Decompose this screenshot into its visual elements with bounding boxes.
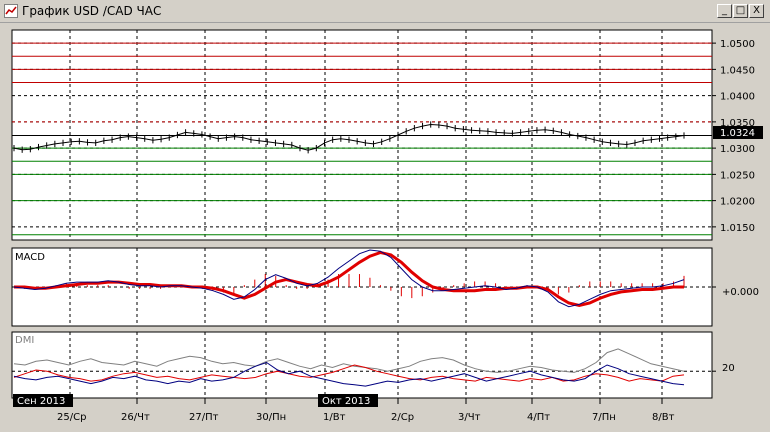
x-tick-label: 27/Пт bbox=[189, 412, 219, 423]
dmi-label: DMI bbox=[15, 335, 34, 346]
adx-line bbox=[13, 348, 685, 373]
x-tick-label: 3/Чт bbox=[458, 412, 481, 423]
x-axis: 25/Ср 26/Чт 27/Пт 30/Пн 1/Вт 2/Ср 3/Чт 4/Пт 7/Пн… bbox=[57, 398, 675, 423]
x-tick-label: 30/Пн bbox=[256, 412, 286, 423]
price-tick-label: 1.0250 bbox=[720, 170, 755, 181]
macd-signal-line bbox=[14, 250, 684, 308]
chart-area: 1.0500 1.0450 1.0400 1.0350 1.0300 1.0250 1.02… bbox=[11, 29, 763, 423]
dmi-panel: DMI 20 bbox=[11, 331, 735, 399]
x-tick-label: 2/Ср bbox=[391, 412, 414, 423]
di-minus-line bbox=[13, 361, 685, 387]
month-marker-oct: Окт 2013 bbox=[318, 394, 378, 407]
month-label-oct: Окт 2013 bbox=[322, 396, 370, 407]
price-panel-frame bbox=[11, 29, 713, 241]
price-tick-label: 1.0150 bbox=[720, 223, 755, 234]
di-plus-line bbox=[13, 364, 685, 382]
price-tick-label: 1.0350 bbox=[720, 118, 755, 129]
x-tick-label: 4/Пт bbox=[527, 412, 550, 423]
title-bar: График USD /CAD ЧАС _ □ X bbox=[0, 0, 770, 23]
window-title: График USD /CAD ЧАС bbox=[22, 4, 162, 18]
dmi-panel-frame bbox=[11, 331, 713, 399]
current-price-box bbox=[713, 126, 763, 139]
price-tick-label: 1.0500 bbox=[720, 39, 755, 50]
month-label-sep: Сен 2013 bbox=[17, 396, 65, 407]
macd-zero-tick: +0.000 bbox=[722, 287, 759, 298]
price-panel: 1.0500 1.0450 1.0400 1.0350 1.0300 1.0250 1.02… bbox=[11, 29, 763, 241]
minimize-button[interactable]: _ bbox=[717, 4, 732, 18]
price-tick-label: 1.0400 bbox=[720, 92, 755, 103]
price-tick-label: 1.0450 bbox=[720, 65, 755, 76]
price-tick-label: 1.0200 bbox=[720, 197, 755, 208]
close-button[interactable]: X bbox=[749, 4, 764, 18]
x-tick-label: 26/Чт bbox=[121, 412, 150, 423]
macd-panel: MACD +0.000 bbox=[11, 247, 759, 327]
price-line bbox=[13, 123, 685, 151]
month-marker-sep: Сен 2013 bbox=[13, 394, 73, 407]
price-tick-label: 1.0300 bbox=[720, 144, 755, 155]
x-tick-label: 7/Пн bbox=[592, 412, 616, 423]
x-tick-label: 8/Вт bbox=[652, 412, 675, 423]
current-price-label: 1.0324 bbox=[720, 128, 755, 139]
chart-app-icon bbox=[4, 4, 18, 18]
x-tick-label: 1/Вт bbox=[323, 412, 346, 423]
maximize-button[interactable]: □ bbox=[733, 4, 748, 18]
macd-line bbox=[13, 249, 685, 308]
dmi-20-tick: 20 bbox=[722, 363, 735, 374]
x-tick-label: 25/Ср bbox=[57, 412, 86, 423]
macd-label: MACD bbox=[15, 252, 45, 263]
